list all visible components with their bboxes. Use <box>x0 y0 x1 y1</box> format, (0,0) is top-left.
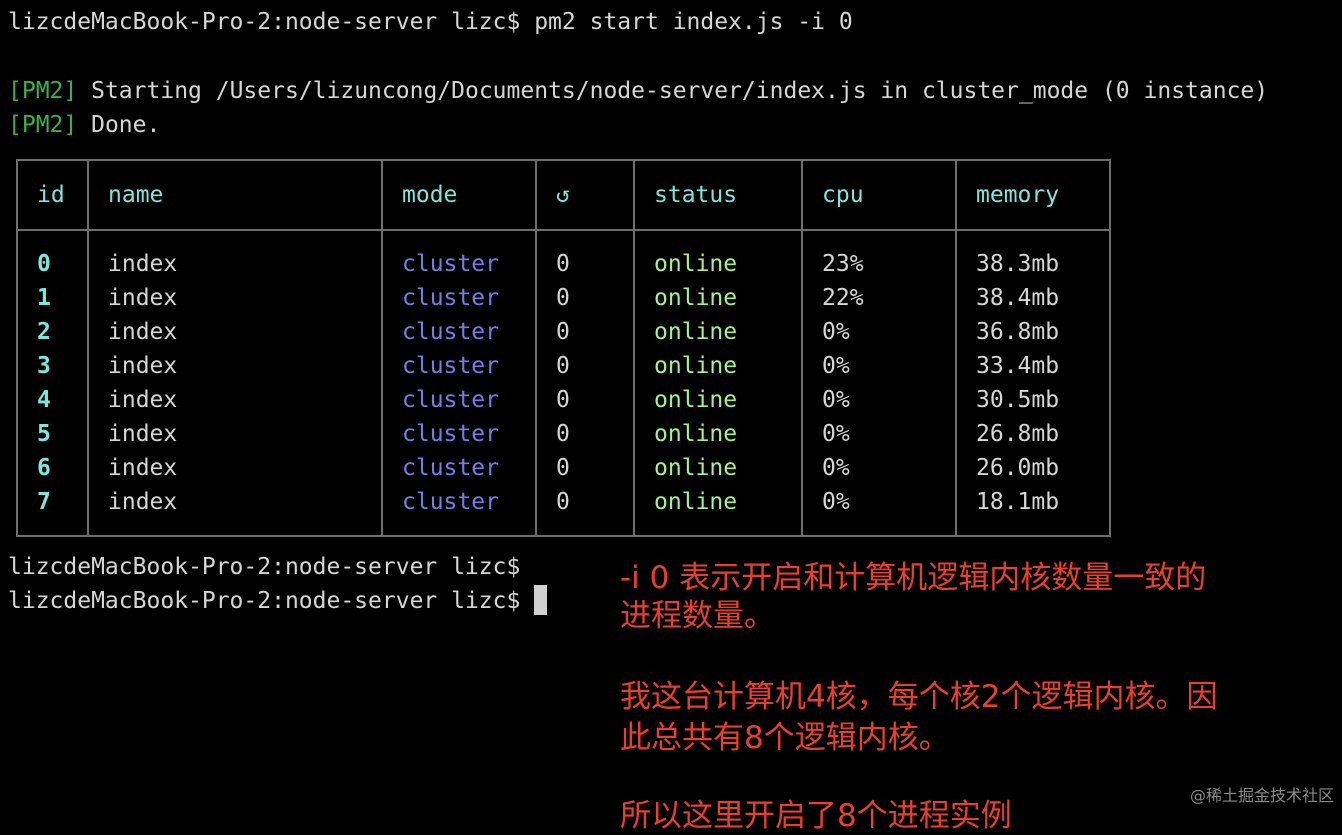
cell-memory: 26.0mb <box>955 451 1111 485</box>
cell-cpu: 22% <box>801 281 957 315</box>
cell-name: index <box>87 315 383 349</box>
table-row: 0 index cluster 0 online 23% 38.3mb <box>16 230 1111 281</box>
header-memory: memory <box>955 159 1111 231</box>
cell-mode: cluster <box>381 417 537 451</box>
cell-restarts: 0 <box>535 349 635 383</box>
cell-name: index <box>87 281 383 315</box>
table-row: 6 index cluster 0 online 0% 26.0mb <box>16 451 1111 485</box>
cell-mode: cluster <box>381 349 537 383</box>
cell-name: index <box>87 383 383 417</box>
cursor <box>534 585 548 615</box>
annotation-line: 此总共有8个逻辑内核。 <box>620 720 950 756</box>
header-cpu: cpu <box>801 159 957 231</box>
cell-id: 2 <box>16 315 89 349</box>
cell-name: index <box>87 417 383 451</box>
prompt-line: lizcdeMacBook-Pro-2:node-server lizc$ <box>8 554 521 580</box>
header-restarts: ↺ <box>535 159 635 231</box>
cell-restarts: 0 <box>535 417 635 451</box>
cell-id: 0 <box>16 230 89 281</box>
cell-name: index <box>87 349 383 383</box>
cell-cpu: 0% <box>801 349 957 383</box>
cell-status: online <box>633 315 803 349</box>
cell-status: online <box>633 383 803 417</box>
cell-memory: 18.1mb <box>955 485 1111 537</box>
cell-restarts: 0 <box>535 281 635 315</box>
table-row: 1 index cluster 0 online 22% 38.4mb <box>16 281 1111 315</box>
cell-memory: 26.8mb <box>955 417 1111 451</box>
prompt-text: lizcdeMacBook-Pro-2:node-server lizc$ <box>8 588 535 614</box>
output-line: [PM2] Done. <box>8 108 160 142</box>
cell-status: online <box>633 281 803 315</box>
cell-memory: 33.4mb <box>955 349 1111 383</box>
output-line: [PM2] Starting /Users/lizuncong/Document… <box>8 74 1268 108</box>
cell-restarts: 0 <box>535 485 635 537</box>
output-text: Done. <box>91 112 161 138</box>
cell-cpu: 0% <box>801 315 957 349</box>
cell-memory: 38.4mb <box>955 281 1111 315</box>
watermark: @稀土掘金技术社区 <box>1189 786 1334 805</box>
annotation-line: 进程数量。 <box>620 598 775 634</box>
pm2-tag: [PM2] <box>8 78 78 104</box>
pm2-tag: [PM2] <box>8 112 78 138</box>
cell-status: online <box>633 349 803 383</box>
cell-cpu: 0% <box>801 383 957 417</box>
header-name: name <box>87 159 383 231</box>
cell-memory: 36.8mb <box>955 315 1111 349</box>
cell-restarts: 0 <box>535 383 635 417</box>
header-status: status <box>633 159 803 231</box>
table-row: 2 index cluster 0 online 0% 36.8mb <box>16 315 1111 349</box>
cell-mode: cluster <box>381 281 537 315</box>
annotation-line: 我这台计算机4核，每个核2个逻辑内核。因 <box>620 679 1218 715</box>
cell-mode: cluster <box>381 230 537 281</box>
cell-mode: cluster <box>381 451 537 485</box>
cell-cpu: 23% <box>801 230 957 281</box>
cell-id: 3 <box>16 349 89 383</box>
cell-mode: cluster <box>381 485 537 537</box>
cell-memory: 38.3mb <box>955 230 1111 281</box>
cell-id: 4 <box>16 383 89 417</box>
table-row: 4 index cluster 0 online 0% 30.5mb <box>16 383 1111 417</box>
cell-memory: 30.5mb <box>955 383 1111 417</box>
cell-restarts: 0 <box>535 315 635 349</box>
cell-name: index <box>87 230 383 281</box>
cell-status: online <box>633 451 803 485</box>
cell-name: index <box>87 485 383 537</box>
table-row: 3 index cluster 0 online 0% 33.4mb <box>16 349 1111 383</box>
cell-id: 6 <box>16 451 89 485</box>
cell-mode: cluster <box>381 383 537 417</box>
cell-status: online <box>633 230 803 281</box>
cell-cpu: 0% <box>801 417 957 451</box>
table-row: 5 index cluster 0 online 0% 26.8mb <box>16 417 1111 451</box>
cell-id: 5 <box>16 417 89 451</box>
cell-cpu: 0% <box>801 485 957 537</box>
table-row: 7 index cluster 0 online 0% 18.1mb <box>16 485 1111 537</box>
cell-id: 7 <box>16 485 89 537</box>
cell-cpu: 0% <box>801 451 957 485</box>
cell-status: online <box>633 417 803 451</box>
header-id: id <box>16 159 89 231</box>
cell-name: index <box>87 451 383 485</box>
cell-restarts: 0 <box>535 451 635 485</box>
process-table: id name mode ↺ status cpu memory 0 index c… <box>16 159 1111 537</box>
table-header: id name mode ↺ status cpu memory <box>16 159 1111 231</box>
cell-mode: cluster <box>381 315 537 349</box>
header-mode: mode <box>381 159 537 231</box>
output-text: Starting /Users/lizuncong/Documents/node… <box>91 78 1269 104</box>
annotation-line: 所以这里开启了8个进程实例 <box>620 798 1012 834</box>
command-line: lizcdeMacBook-Pro-2:node-server lizc$ pm… <box>8 9 853 35</box>
cell-status: online <box>633 485 803 537</box>
prompt-line[interactable]: lizcdeMacBook-Pro-2:node-server lizc$ <box>8 584 548 618</box>
cell-id: 1 <box>16 281 89 315</box>
annotation-line: -i 0 表示开启和计算机逻辑内核数量一致的 <box>620 560 1207 596</box>
cell-restarts: 0 <box>535 230 635 281</box>
